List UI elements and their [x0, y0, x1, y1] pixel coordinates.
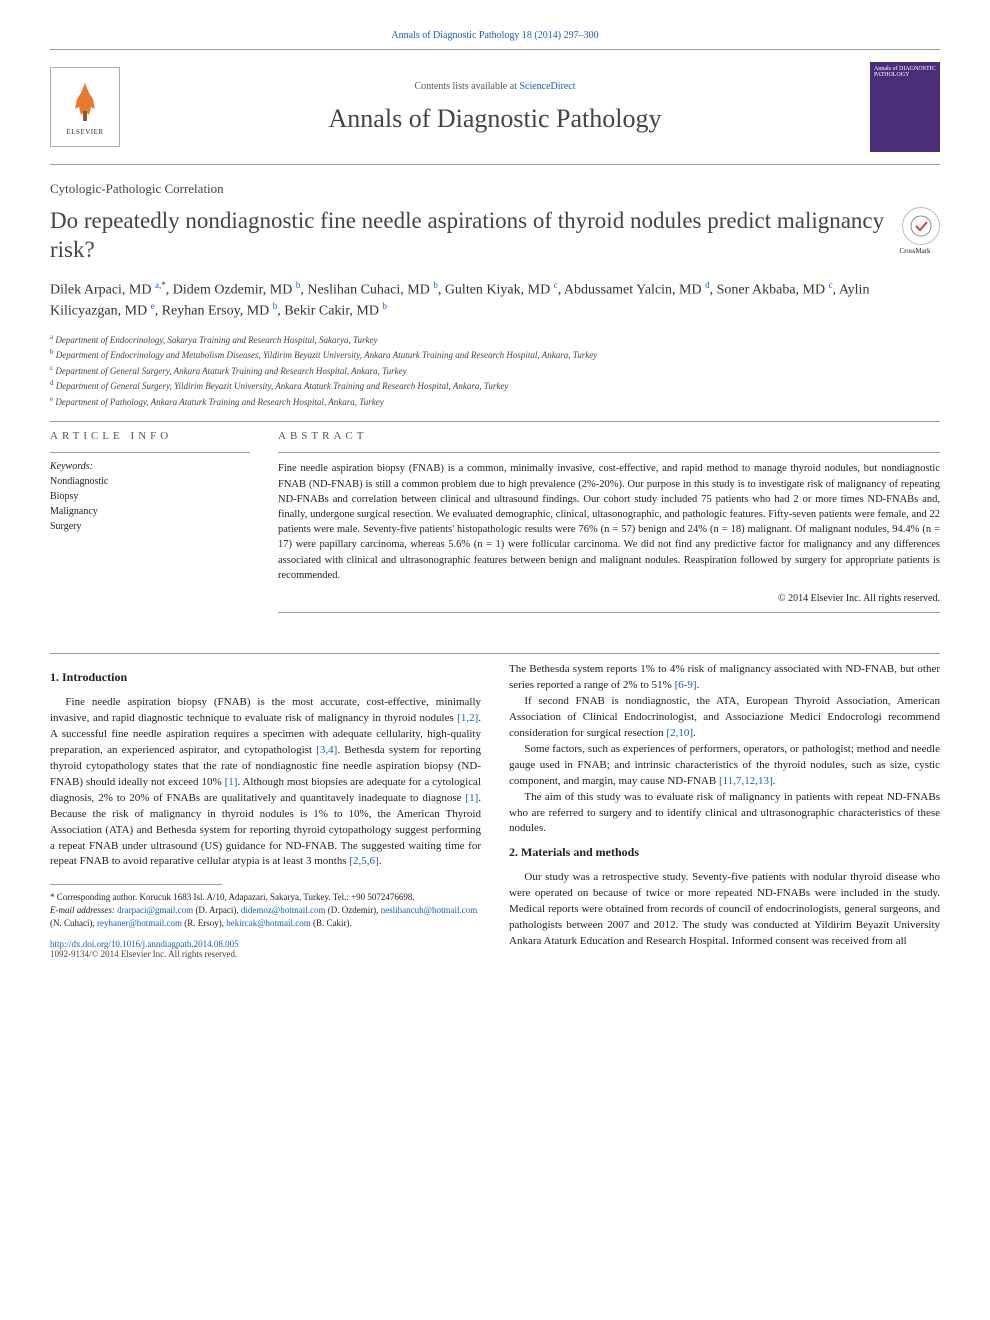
- journal-citation-link[interactable]: Annals of Diagnostic Pathology 18 (2014)…: [50, 30, 940, 41]
- journal-header: ELSEVIER Contents lists available at Sci…: [50, 49, 940, 165]
- journal-name: Annals of Diagnostic Pathology: [120, 104, 870, 134]
- footnote-divider: [50, 884, 222, 885]
- email-addresses: E-mail addresses: drarpaci@gmail.com (D.…: [50, 904, 481, 929]
- body-columns: 1. Introduction Fine needle aspiration b…: [50, 662, 940, 959]
- contents-prefix: Contents lists available at: [414, 81, 519, 92]
- header-center: Contents lists available at ScienceDirec…: [120, 81, 870, 134]
- right-column: The Bethesda system reports 1% to 4% ris…: [509, 662, 940, 959]
- issn-copyright: 1092-9134/© 2014 Elsevier Inc. All right…: [50, 949, 481, 959]
- info-abstract-row: ARTICLE INFO Keywords: NondiagnosticBiop…: [50, 430, 940, 621]
- journal-cover-thumbnail[interactable]: Annals of DIAGNOSTIC PATHOLOGY: [870, 62, 940, 152]
- title-row: Do repeatedly nondiagnostic fine needle …: [50, 207, 940, 279]
- divider: [50, 653, 940, 654]
- methods-text: Our study was a retrospective study. Sev…: [509, 870, 940, 950]
- crossmark-icon: [902, 207, 940, 245]
- elsevier-tree-icon: [67, 79, 103, 128]
- crossmark-label: CrossMark: [890, 247, 940, 255]
- abstract-column: ABSTRACT Fine needle aspiration biopsy (…: [278, 430, 940, 621]
- divider: [278, 452, 940, 453]
- methods-heading: 2. Materials and methods: [509, 845, 940, 860]
- keywords-list: NondiagnosticBiopsyMalignancySurgery: [50, 474, 250, 534]
- divider: [50, 421, 940, 422]
- copyright-line: © 2014 Elsevier Inc. All rights reserved…: [278, 593, 940, 604]
- elsevier-logo[interactable]: ELSEVIER: [50, 67, 120, 147]
- keywords-label: Keywords:: [50, 461, 250, 472]
- footnotes: * Corresponding author. Korucuk 1683 Isl…: [50, 891, 481, 929]
- contents-line: Contents lists available at ScienceDirec…: [120, 81, 870, 92]
- crossmark-container[interactable]: CrossMark: [890, 207, 940, 255]
- introduction-heading: 1. Introduction: [50, 670, 481, 685]
- doi-link[interactable]: http://dx.doi.org/10.1016/j.anndiagpath.…: [50, 939, 481, 949]
- article-info-column: ARTICLE INFO Keywords: NondiagnosticBiop…: [50, 430, 250, 621]
- left-column: 1. Introduction Fine needle aspiration b…: [50, 662, 481, 959]
- abstract-text: Fine needle aspiration biopsy (FNAB) is …: [278, 461, 940, 583]
- intro-continuation: The Bethesda system reports 1% to 4% ris…: [509, 662, 940, 837]
- introduction-text: Fine needle aspiration biopsy (FNAB) is …: [50, 695, 481, 870]
- article-title: Do repeatedly nondiagnostic fine needle …: [50, 207, 890, 265]
- abstract-heading: ABSTRACT: [278, 430, 940, 442]
- corresponding-author-note: * Corresponding author. Korucuk 1683 Isl…: [50, 891, 481, 904]
- article-section-type: Cytologic-Pathologic Correlation: [50, 181, 940, 197]
- divider: [278, 612, 940, 613]
- article-info-heading: ARTICLE INFO: [50, 430, 250, 442]
- authors-list: Dilek Arpaci, MD a,*, Didem Ozdemir, MD …: [50, 279, 940, 322]
- divider: [50, 452, 250, 453]
- sciencedirect-link[interactable]: ScienceDirect: [519, 81, 575, 92]
- elsevier-label: ELSEVIER: [66, 128, 103, 136]
- affiliations-list: a Department of Endocrinology, Sakarya T…: [50, 332, 940, 410]
